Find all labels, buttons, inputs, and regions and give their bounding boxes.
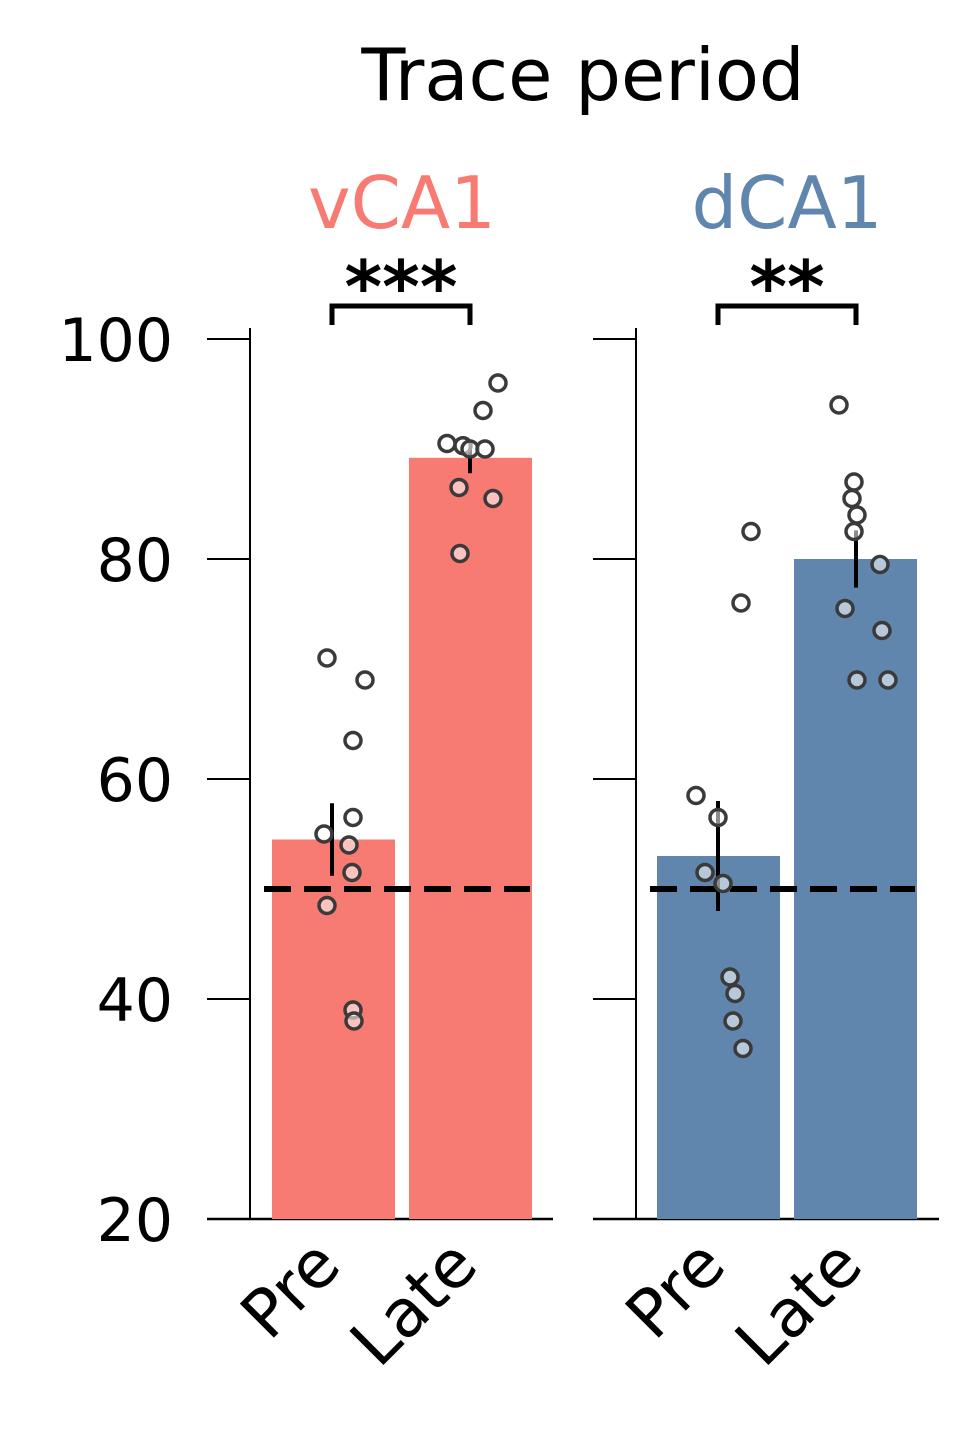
data-point xyxy=(483,488,503,509)
data-point xyxy=(872,620,892,641)
data-point xyxy=(343,807,363,828)
data-point xyxy=(708,807,728,828)
data-point xyxy=(355,670,375,690)
data-point xyxy=(844,472,864,492)
significance-label: *** xyxy=(345,245,458,329)
data-point xyxy=(317,895,337,916)
data-point xyxy=(686,785,706,806)
bar-late xyxy=(409,457,532,1219)
figure-title: Trace period xyxy=(360,33,804,117)
y-tick-label: 20 xyxy=(97,1186,173,1256)
bar-pre xyxy=(272,839,395,1219)
data-point xyxy=(450,543,470,564)
significance-bracket xyxy=(715,303,859,325)
data-point xyxy=(473,400,493,421)
data-point xyxy=(741,521,761,542)
data-point xyxy=(713,873,733,894)
y-tick-label: 100 xyxy=(58,306,173,376)
data-point xyxy=(344,1011,364,1031)
data-point xyxy=(449,477,469,498)
data-point xyxy=(870,554,890,575)
y-tick-label: 60 xyxy=(97,746,173,816)
data-point xyxy=(723,1011,743,1031)
data-point xyxy=(437,433,457,454)
x-tick-label: Pre xyxy=(226,1225,355,1354)
data-point xyxy=(844,521,864,542)
data-point xyxy=(317,648,337,668)
significance-label: ** xyxy=(749,245,824,329)
x-tick-label: Late xyxy=(336,1225,492,1381)
bar-pre xyxy=(657,856,780,1219)
data-point xyxy=(847,670,867,690)
y-tick-label: 40 xyxy=(97,966,173,1036)
panel-title: vCA1 xyxy=(308,161,496,245)
data-point xyxy=(847,505,867,525)
data-point xyxy=(342,862,362,883)
data-point xyxy=(314,824,334,844)
panel-title: dCA1 xyxy=(691,161,882,245)
data-point xyxy=(829,395,849,415)
data-point xyxy=(731,593,751,613)
data-point xyxy=(695,862,715,883)
data-point xyxy=(725,983,745,1004)
data-point xyxy=(720,967,740,987)
x-tick-label: Pre xyxy=(611,1225,740,1354)
data-point xyxy=(475,439,495,459)
x-tick-label: Late xyxy=(721,1225,877,1381)
significance-bracket xyxy=(329,303,473,325)
data-point xyxy=(733,1038,753,1059)
data-point xyxy=(842,488,862,509)
data-point xyxy=(343,730,363,751)
data-point xyxy=(835,598,855,619)
y-tick-label: 80 xyxy=(97,526,173,596)
data-point xyxy=(339,835,359,855)
data-point xyxy=(488,373,508,393)
data-point xyxy=(878,670,898,690)
